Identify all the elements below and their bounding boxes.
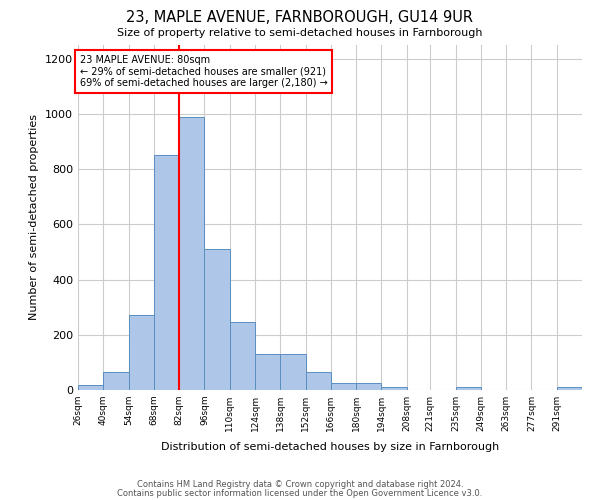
Text: 23, MAPLE AVENUE, FARNBOROUGH, GU14 9UR: 23, MAPLE AVENUE, FARNBOROUGH, GU14 9UR (127, 10, 473, 25)
Bar (205, 249, 230, 390)
Bar (128, 316, 154, 390)
Bar (331, 383, 356, 390)
Text: 23 MAPLE AVENUE: 80sqm
← 29% of semi-detached houses are smaller (921)
69% of se: 23 MAPLE AVENUE: 80sqm ← 29% of semi-det… (80, 54, 328, 88)
Bar (455, 387, 481, 390)
Bar (382, 387, 407, 390)
Bar (103, 372, 128, 390)
Bar (356, 383, 382, 390)
Bar (154, 156, 179, 390)
X-axis label: Distribution of semi-detached houses by size in Farnborough: Distribution of semi-detached houses by … (161, 442, 499, 452)
Y-axis label: Number of semi-detached properties: Number of semi-detached properties (29, 114, 40, 320)
Text: Size of property relative to semi-detached houses in Farnborough: Size of property relative to semi-detach… (117, 28, 483, 38)
Bar (557, 387, 582, 390)
Text: Contains HM Land Registry data © Crown copyright and database right 2024.: Contains HM Land Registry data © Crown c… (137, 480, 463, 489)
Bar (78, 385, 103, 390)
Text: Contains public sector information licensed under the Open Government Licence v3: Contains public sector information licen… (118, 488, 482, 498)
Bar (179, 117, 205, 390)
Bar (230, 322, 255, 390)
Bar (305, 372, 331, 390)
Bar (280, 354, 305, 390)
Bar (255, 354, 280, 390)
